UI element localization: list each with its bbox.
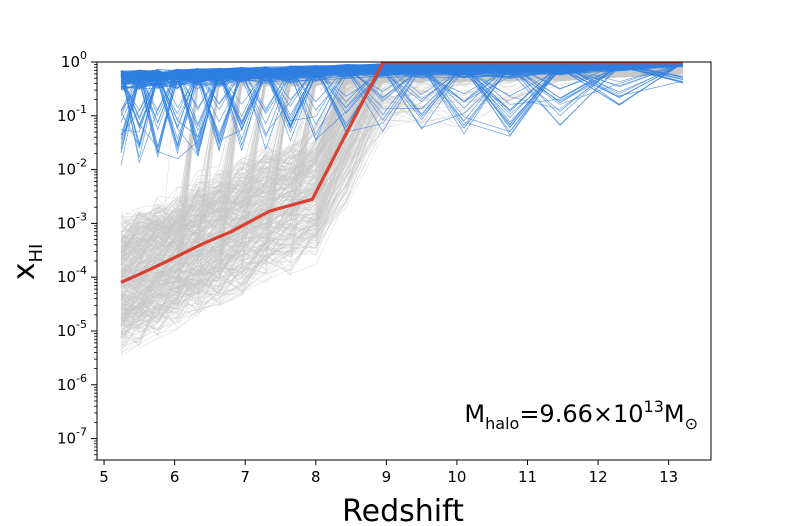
annotation-suffix: M bbox=[664, 400, 685, 428]
y-tick-label-exp: -7 bbox=[76, 426, 87, 439]
x-tick-label: 10 bbox=[447, 468, 466, 486]
x-tick-label: 11 bbox=[518, 468, 537, 486]
y-tick-label-base: 10 bbox=[57, 322, 76, 340]
blue-trajectory bbox=[120, 62, 683, 115]
annotation-middle: =9.66×10 bbox=[519, 400, 643, 428]
x-tick-label: 9 bbox=[382, 468, 392, 486]
gray-trajectory bbox=[120, 64, 683, 315]
y-tick-label-base: 10 bbox=[57, 376, 76, 394]
x-axis-label: Redshift bbox=[342, 494, 464, 526]
y-tick-label-base: 10 bbox=[61, 53, 80, 71]
y-tick-label-exp: -2 bbox=[76, 157, 87, 170]
halo-mass-annotation: Mhalo=9.66×1013M⊙ bbox=[464, 397, 698, 433]
y-tick-label: 10-1 bbox=[57, 103, 87, 125]
blue-trajectory-bundle bbox=[120, 62, 683, 166]
y-tick-label-exp: 0 bbox=[80, 49, 87, 62]
gray-trajectory bbox=[120, 62, 683, 306]
annotation-prefix-sub: halo bbox=[485, 414, 519, 433]
gray-trajectory bbox=[120, 64, 683, 301]
y-tick-label: 10-3 bbox=[57, 210, 87, 232]
y-tick-label-base: 10 bbox=[57, 268, 76, 286]
y-tick-label: 10-6 bbox=[57, 372, 87, 394]
annotation-exp: 13 bbox=[644, 397, 664, 416]
annotation-prefix: M bbox=[464, 400, 485, 428]
y-tick-label-base: 10 bbox=[57, 107, 76, 125]
y-tick-label-base: 10 bbox=[57, 161, 76, 179]
y-tick-label: 10-7 bbox=[57, 426, 87, 448]
y-tick-label-exp: -3 bbox=[76, 210, 87, 223]
y-tick-label: 100 bbox=[61, 49, 87, 71]
y-tick-label-exp: -4 bbox=[76, 264, 87, 277]
gray-trajectory bbox=[120, 64, 683, 326]
y-axis-label-base: x bbox=[7, 263, 42, 281]
blue-trajectory bbox=[120, 63, 683, 82]
x-tick-label: 12 bbox=[589, 468, 608, 486]
y-tick-label-exp: -1 bbox=[76, 103, 87, 116]
y-tick-label-exp: -5 bbox=[76, 318, 87, 331]
gray-trajectory bbox=[120, 69, 683, 351]
y-tick-label: 10-4 bbox=[57, 264, 87, 286]
blue-trajectory bbox=[120, 62, 683, 111]
blue-trajectory bbox=[120, 62, 683, 148]
median-line-group bbox=[120, 62, 683, 284]
x-tick-label: 5 bbox=[99, 468, 109, 486]
y-tick-label-base: 10 bbox=[57, 214, 76, 232]
y-tick-label: 10-2 bbox=[57, 157, 87, 179]
annotation-suffix-sub: ⊙ bbox=[685, 414, 698, 433]
blue-trajectory bbox=[120, 65, 683, 83]
y-tick-label: 10-5 bbox=[57, 318, 87, 340]
median-line bbox=[120, 62, 683, 284]
y-tick-label-exp: -6 bbox=[76, 372, 87, 385]
blue-trajectory bbox=[120, 62, 683, 166]
y-axis-label-subscript: HI bbox=[26, 244, 47, 263]
x-tick-label: 13 bbox=[659, 468, 678, 486]
x-tick-label: 8 bbox=[311, 468, 321, 486]
blue-trajectory bbox=[120, 62, 683, 86]
x-tick-label: 6 bbox=[170, 468, 180, 486]
y-axis-label: xHI bbox=[7, 244, 47, 281]
x-axis-ticks: 5 6 7 8 9 10 11 12 13 bbox=[99, 460, 678, 486]
y-tick-label-base: 10 bbox=[57, 430, 76, 448]
x-tick-label: 7 bbox=[240, 468, 250, 486]
blue-trajectory bbox=[120, 63, 683, 131]
